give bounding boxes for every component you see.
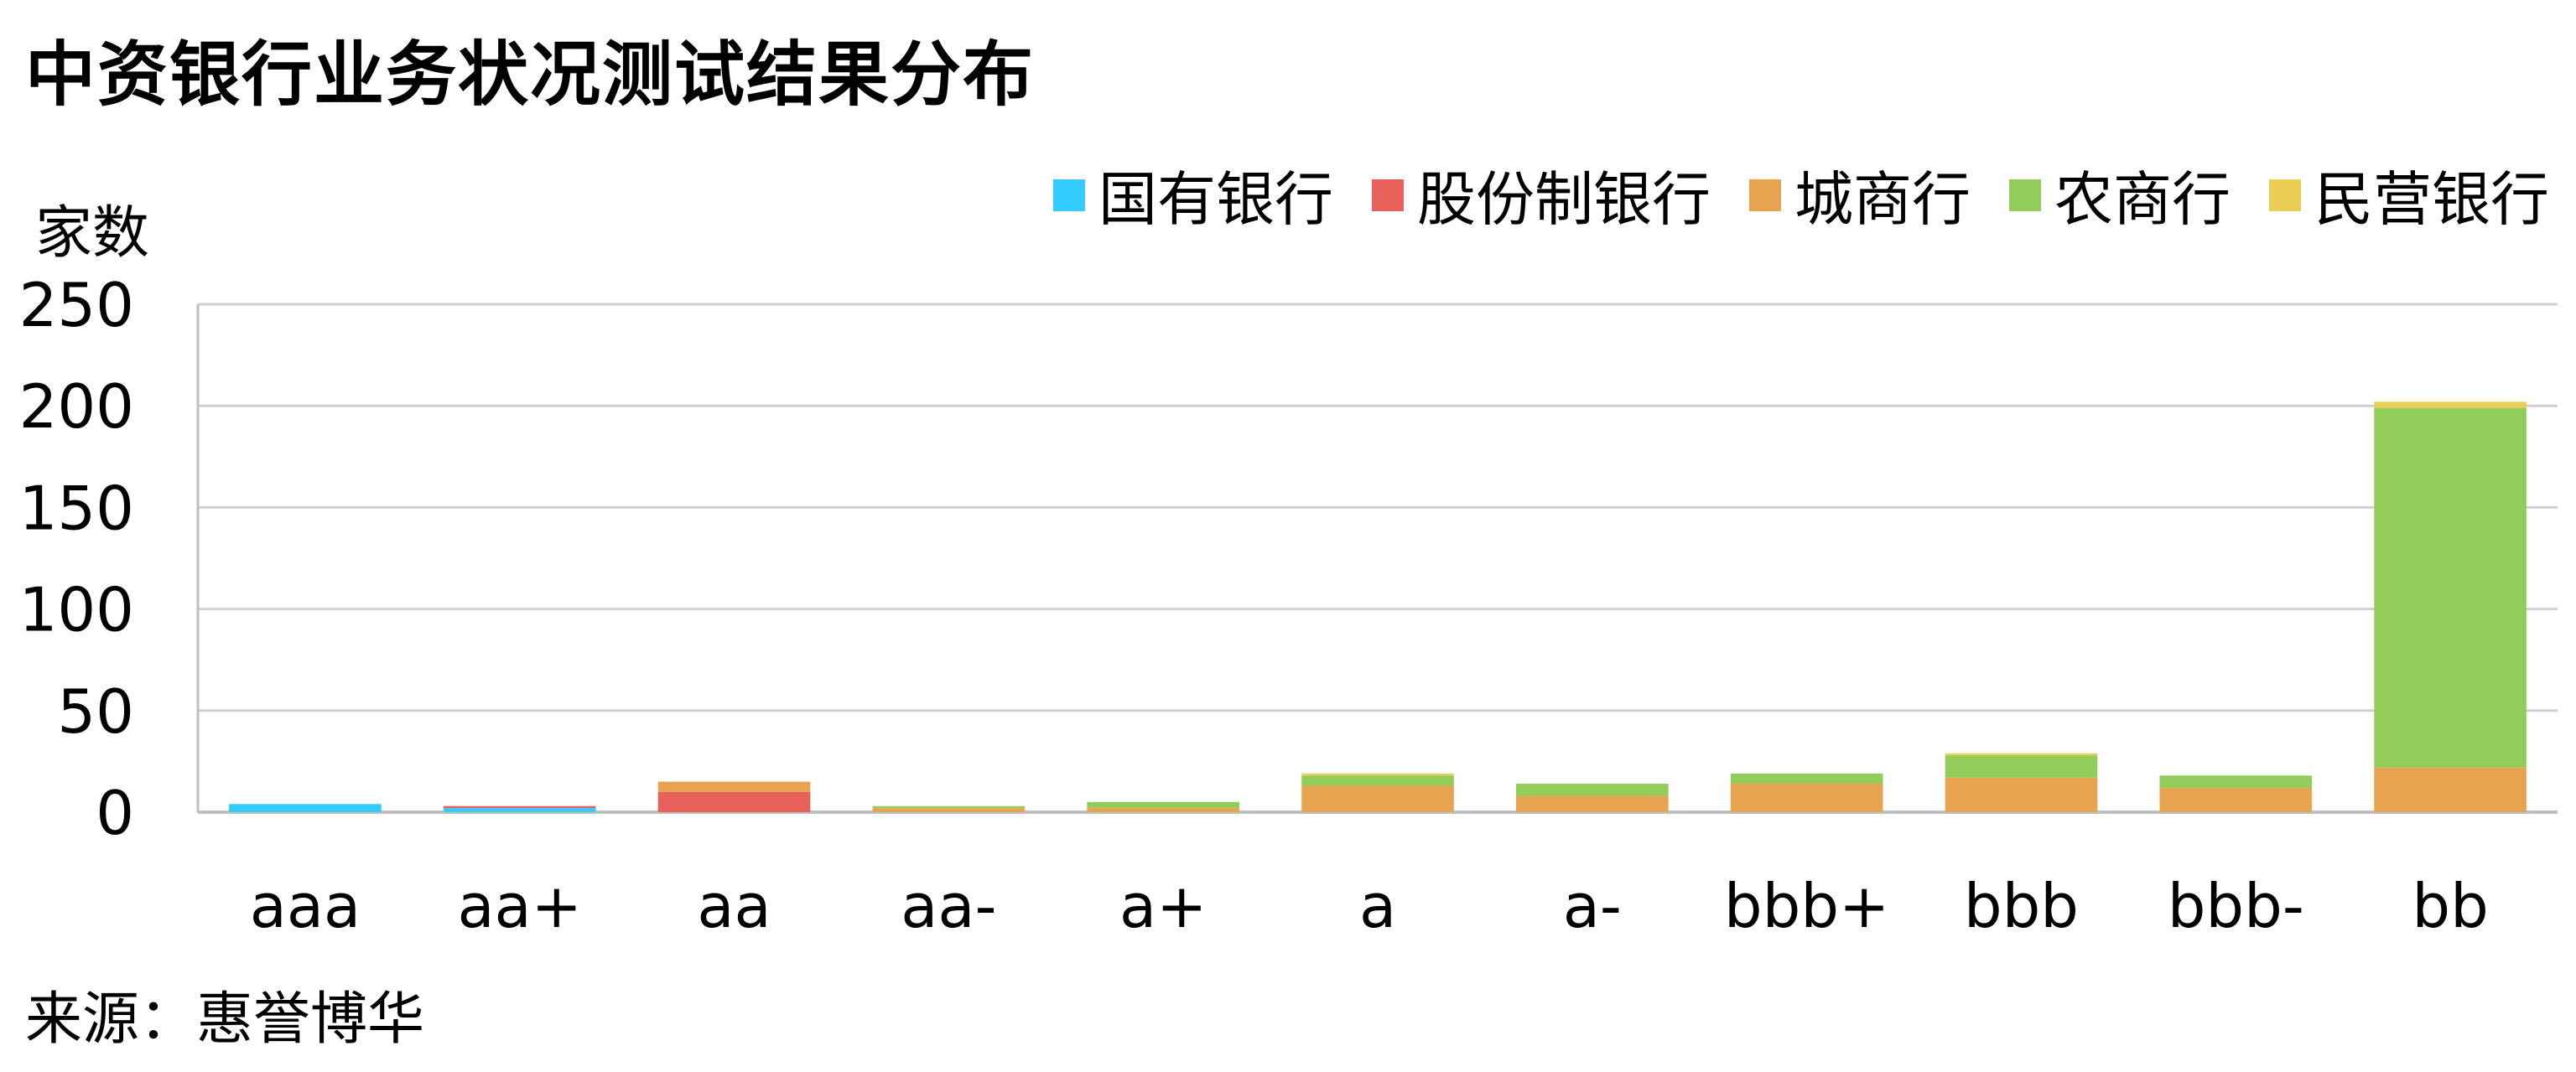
- y-axis-unit-label: 家数: [35, 200, 150, 267]
- bar-segment: [2374, 767, 2527, 812]
- legend-item: 城商行: [1749, 153, 1971, 237]
- legend-item: 国有银行: [1053, 153, 1333, 237]
- bar-segment: [2159, 775, 2313, 788]
- legend-label: 股份制银行: [1417, 165, 1711, 234]
- bar-segment: [1945, 753, 2098, 756]
- bar-segment: [1945, 755, 2098, 778]
- bar-segment: [1516, 784, 1669, 796]
- bar-segment: [872, 808, 1026, 812]
- legend-swatch: [2009, 179, 2041, 211]
- bar-segment: [443, 805, 596, 809]
- x-tick-label: a: [1359, 871, 1396, 941]
- y-tick-label: 250: [19, 270, 134, 340]
- bar-segment: [1301, 775, 1454, 786]
- bar-segment: [229, 804, 382, 812]
- legend-label: 民营银行: [2314, 165, 2549, 234]
- bar-segment: [1301, 785, 1454, 812]
- bar-segment: [1945, 777, 2098, 812]
- bar-segment: [2159, 787, 2313, 812]
- bar-segment: [1087, 808, 1239, 812]
- bar-segment: [1516, 795, 1669, 812]
- legend-label: 农商行: [2054, 165, 2231, 234]
- x-tick-label: aa+: [457, 871, 582, 941]
- x-tick-label: aaa: [250, 871, 361, 941]
- bar-segment: [1730, 784, 1883, 812]
- bar-segment: [872, 805, 1026, 809]
- source-note: 来源：惠誉博华: [25, 987, 425, 1053]
- legend-item: 股份制银行: [1372, 153, 1711, 237]
- x-tick-label: bbb+: [1724, 871, 1889, 941]
- chart-title: 中资银行业务状况测试结果分布: [25, 33, 1036, 116]
- bar-segment: [443, 808, 596, 812]
- bar-segment: [657, 791, 811, 812]
- bar-segment: [2374, 401, 2527, 408]
- bar-segment: [657, 781, 811, 792]
- bar-segment: [1301, 773, 1454, 776]
- legend-item: 农商行: [2009, 153, 2231, 237]
- x-tick-label: bbb: [1964, 871, 2079, 941]
- y-tick-label: 150: [19, 473, 134, 543]
- legend-label: 国有银行: [1098, 165, 1333, 234]
- x-tick-label: a+: [1119, 871, 1207, 941]
- legend-swatch: [1053, 179, 1085, 211]
- bar-segment: [2374, 407, 2527, 768]
- legend-swatch: [1372, 179, 1404, 211]
- legend-label: 城商行: [1794, 165, 1971, 234]
- x-tick-label: a-: [1563, 871, 1622, 941]
- legend-item: 民营银行: [2269, 153, 2549, 237]
- x-tick-label: bbb-: [2168, 871, 2304, 941]
- x-tick-label: aa: [697, 871, 771, 941]
- bar-segment: [1730, 773, 1883, 785]
- legend-swatch: [1749, 179, 1781, 211]
- bar-segment: [1087, 801, 1239, 809]
- x-tick-label: aa-: [901, 871, 996, 941]
- y-tick-label: 50: [57, 676, 134, 747]
- legend: 国有银行 股份制银行 城商行 农商行 民营银行: [1053, 153, 2576, 237]
- y-tick-label: 200: [19, 371, 134, 442]
- x-tick-label: bb: [2412, 871, 2488, 941]
- legend-swatch: [2269, 179, 2301, 211]
- y-tick-label: 100: [19, 575, 134, 645]
- y-tick-label: 0: [96, 778, 134, 848]
